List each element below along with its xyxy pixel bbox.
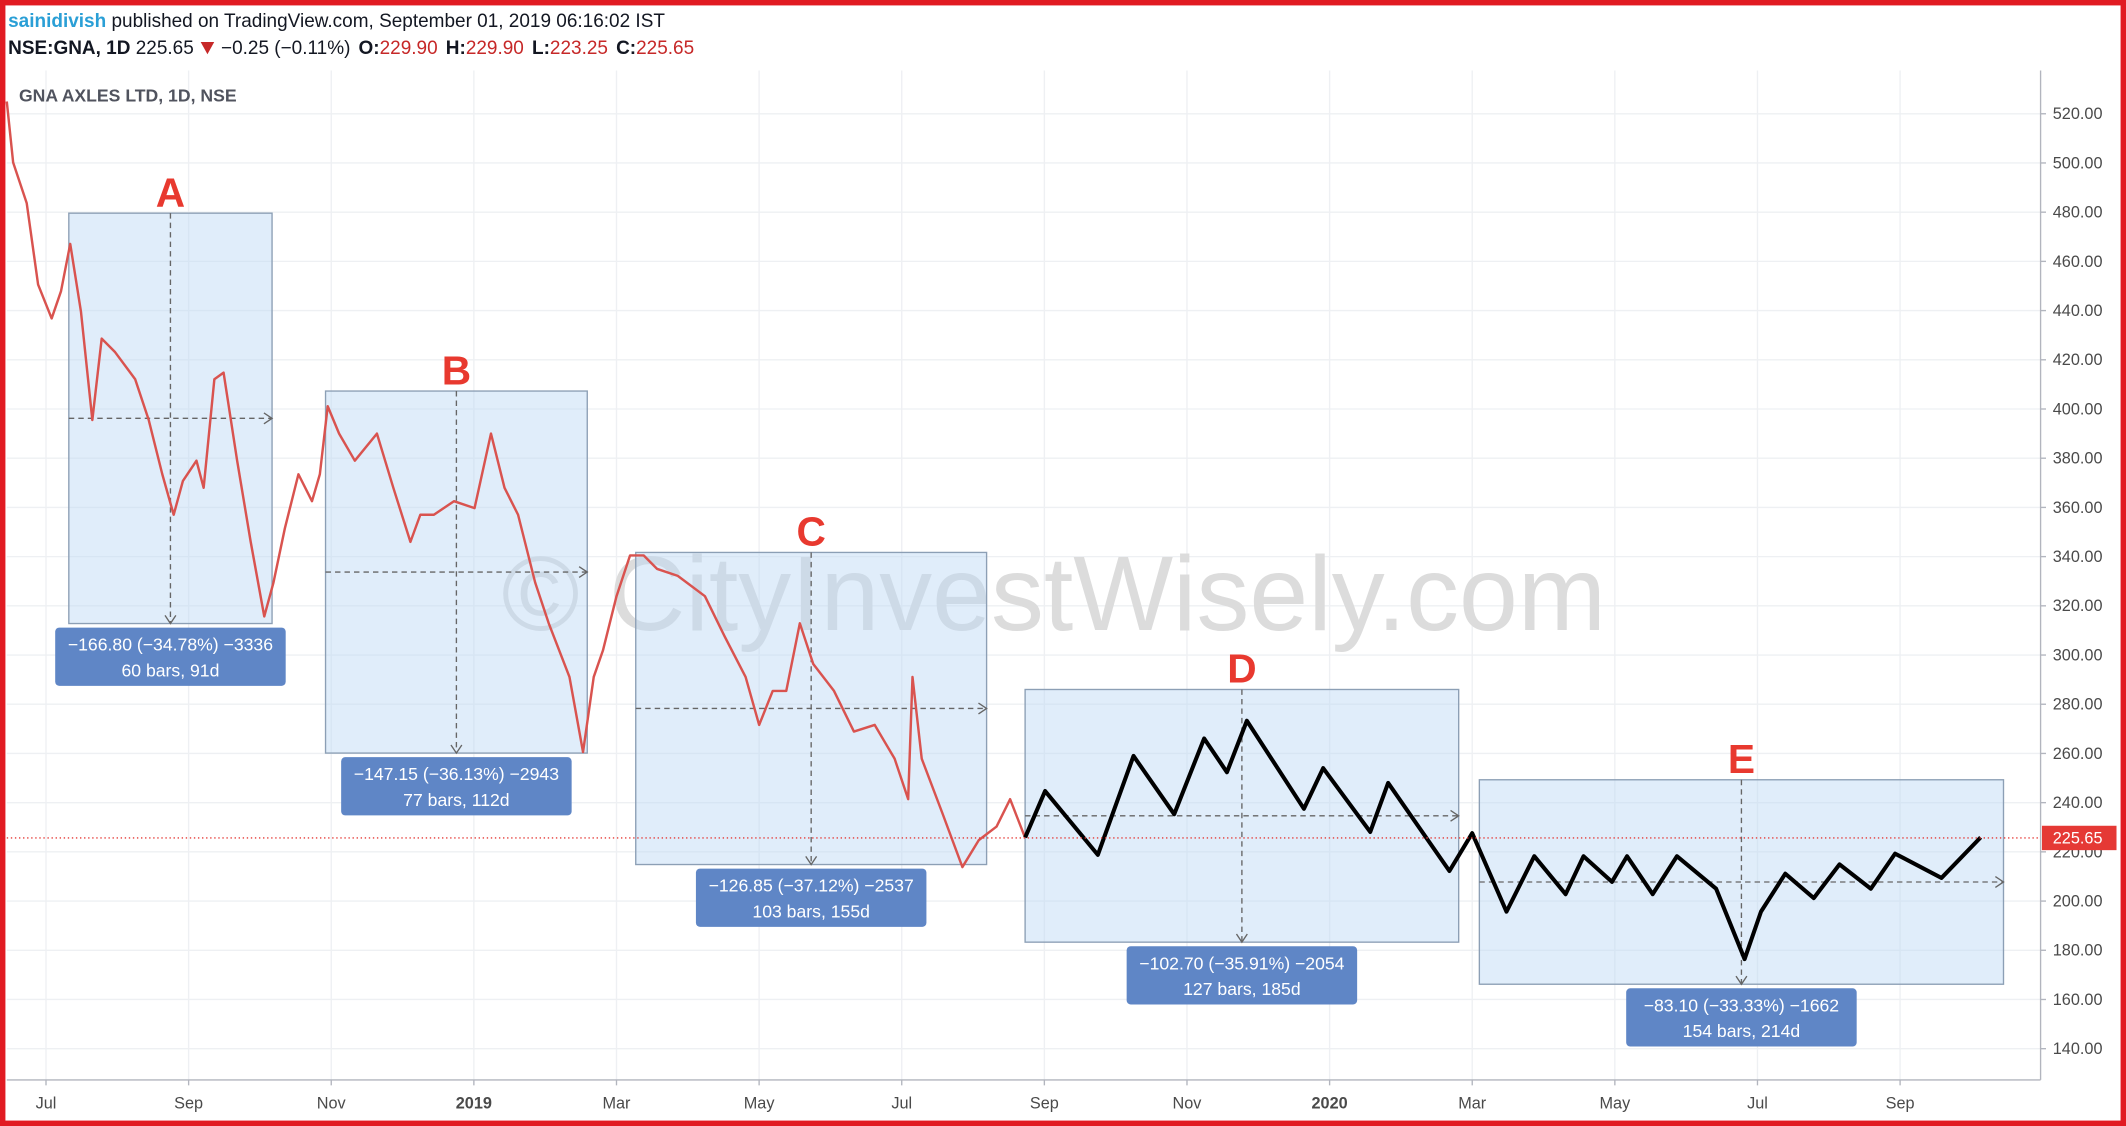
box-letter: A <box>156 169 185 215</box>
measure-text: −166.80 (−34.78%) −3336 <box>68 635 273 655</box>
x-tick-label: 2020 <box>1312 1094 1348 1112</box>
measure-text: −147.15 (−36.13%) −2943 <box>354 764 559 784</box>
ohlc-label: C: <box>616 38 636 59</box>
ohlc-label: H: <box>446 38 466 59</box>
measure-detail: 127 bars, 185d <box>1183 979 1301 999</box>
ohlc-value: 229.90 <box>380 38 438 59</box>
measure-label-bg <box>341 757 572 816</box>
measure-detail: 77 bars, 112d <box>403 790 509 810</box>
box-letter: C <box>796 509 825 555</box>
x-tick-label: Sep <box>1886 1094 1915 1112</box>
y-tick-label: 320.00 <box>2053 597 2103 615</box>
published: published on TradingView.com, September … <box>111 11 665 32</box>
last-price-label: 225.65 <box>2053 829 2103 847</box>
measure-label-bg <box>1626 988 1857 1047</box>
last-price-tag <box>2041 825 2117 851</box>
measure-arrow <box>450 744 463 755</box>
x-tick-label: Nov <box>317 1094 347 1112</box>
x-tick-label: May <box>744 1094 776 1112</box>
measure-arrow <box>578 566 589 579</box>
y-tick-label: 480.00 <box>2053 204 2103 222</box>
measure-arrow <box>1450 809 1460 822</box>
price: 225.65 <box>136 38 194 59</box>
measure-text: −102.70 (−35.91%) −2054 <box>1139 953 1344 973</box>
header-line-2: NSE:GNA, 1D 225.65 <box>8 38 194 59</box>
header-line-1: sainidivish published on TradingView.com… <box>8 11 665 32</box>
measure-arrow <box>164 615 177 625</box>
ohlc-value: 229.90 <box>466 38 524 59</box>
price-line <box>5 101 1027 869</box>
y-tick-label: 420.00 <box>2053 351 2103 369</box>
measure-arrow <box>978 702 988 715</box>
y-tick-label: 460.00 <box>2053 253 2103 271</box>
measure-label-bg <box>695 868 927 927</box>
y-tick-label: 280.00 <box>2053 696 2103 714</box>
measure-arrow <box>263 412 274 425</box>
y-tick-label: 500.00 <box>2053 154 2103 172</box>
x-tick-label: Mar <box>602 1094 631 1112</box>
y-tick-label: 340.00 <box>2053 548 2103 566</box>
y-tick-label: 200.00 <box>2053 892 2103 910</box>
y-tick-label: 360.00 <box>2053 499 2103 517</box>
axes: 140.00160.00180.00200.00220.00240.00260.… <box>6 105 2117 1112</box>
box-letter: B <box>442 347 471 393</box>
y-tick-label: 520.00 <box>2053 105 2103 123</box>
measure-arrow <box>1735 975 1748 986</box>
ohlc-value: 223.25 <box>550 38 608 59</box>
measure-arrow <box>805 856 818 866</box>
chart-title: GNA AXLES LTD, 1D, NSE <box>19 86 237 106</box>
box-letter: D <box>1227 646 1256 692</box>
price-lines <box>5 101 1983 962</box>
measure-detail: 60 bars, 91d <box>121 660 219 680</box>
box-letter: E <box>1728 736 1755 782</box>
down-arrow <box>200 42 215 55</box>
y-tick-label: 260.00 <box>2053 745 2103 763</box>
x-tick-label: Sep <box>174 1094 203 1112</box>
x-tick-label: May <box>1599 1094 1631 1112</box>
y-tick-label: 300.00 <box>2053 646 2103 664</box>
x-tick-label: Jul <box>36 1094 57 1112</box>
x-tick-label: Mar <box>1458 1094 1487 1112</box>
symbol: NSE:GNA, 1D <box>8 38 130 59</box>
y-tick-label: 160.00 <box>2053 991 2103 1009</box>
ohlc-value: 225.65 <box>636 38 694 59</box>
x-tick-label: Jul <box>1747 1094 1768 1112</box>
y-tick-label: 380.00 <box>2053 450 2103 468</box>
y-tick-label: 180.00 <box>2053 942 2103 960</box>
measure-detail: 103 bars, 155d <box>752 901 870 921</box>
x-tick-label: Nov <box>1173 1094 1203 1112</box>
measure-label-bg <box>55 627 286 686</box>
y-tick-label: 440.00 <box>2053 302 2103 320</box>
ohlc-label: O: <box>359 38 380 59</box>
x-tick-label: 2019 <box>456 1094 492 1112</box>
measure-detail: 154 bars, 214d <box>1683 1021 1801 1041</box>
watermark: © CityInvestWisely.com <box>502 535 1606 653</box>
measure-text: −83.10 (−33.33%) −1662 <box>1644 995 1839 1015</box>
change: −0.25 (−0.11%) <box>221 38 350 59</box>
grid <box>6 70 2041 1080</box>
measure-label-bg <box>1126 946 1358 1005</box>
y-tick-label: 240.00 <box>2053 794 2103 812</box>
y-tick-label: 140.00 <box>2053 1040 2103 1058</box>
x-tick-label: Jul <box>891 1094 912 1112</box>
ohlc-label: L: <box>532 38 550 59</box>
measure-arrow <box>1235 933 1248 944</box>
price-line <box>1023 718 1983 962</box>
author: sainidivish <box>8 11 106 32</box>
measure-text: −126.85 (−37.12%) −2537 <box>709 876 914 896</box>
ohlc: O:229.90 H:229.90 L:223.25 C:225.65 <box>359 38 695 59</box>
measure-arrow <box>1994 876 2005 888</box>
y-tick-label: 400.00 <box>2053 400 2103 418</box>
x-tick-label: Sep <box>1030 1094 1059 1112</box>
header-ohlc: −0.25 (−0.11%) O:229.90 H:229.90 L:223.25 C:… <box>221 38 694 59</box>
